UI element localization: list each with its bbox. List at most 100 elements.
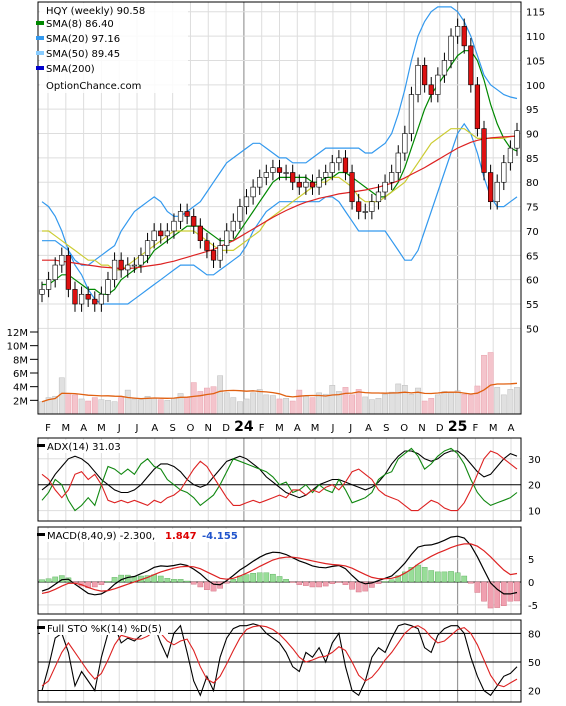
candle-body bbox=[72, 289, 78, 305]
volume-bar bbox=[507, 389, 514, 415]
macd-panel bbox=[39, 535, 520, 609]
macd-histogram-bar bbox=[270, 573, 276, 583]
macd-line bbox=[41, 535, 518, 596]
legend-background bbox=[40, 3, 188, 93]
volume-bar bbox=[85, 400, 92, 415]
x-tick-label: N bbox=[205, 423, 212, 434]
macd-histogram-bar bbox=[329, 581, 336, 584]
x-tick-label: N bbox=[418, 423, 425, 434]
volume-bar bbox=[514, 387, 520, 415]
volume-bar bbox=[388, 391, 395, 415]
x-tick-label: F bbox=[259, 423, 265, 434]
candle-body bbox=[474, 84, 481, 129]
macd-histogram-bar bbox=[250, 573, 256, 583]
x-tick-label: M bbox=[489, 423, 498, 434]
macd-histogram-bar bbox=[157, 575, 164, 583]
volume-bar bbox=[230, 397, 237, 415]
macd-histogram-bar bbox=[98, 581, 105, 585]
watermark: OptionChance.com bbox=[46, 81, 141, 92]
candle-body bbox=[389, 172, 395, 183]
candle-body bbox=[408, 94, 415, 134]
macd-histogram-bar bbox=[441, 571, 448, 583]
macd-signal-line bbox=[41, 543, 518, 594]
y-tick-label: 60 bbox=[526, 276, 539, 287]
macd-histogram-bar bbox=[336, 581, 342, 583]
macd-histogram-bar bbox=[514, 581, 520, 602]
volume-bar bbox=[98, 399, 105, 415]
panel-border bbox=[37, 1, 522, 415]
adx-tick-label: 30 bbox=[528, 455, 541, 466]
volume-bar bbox=[58, 377, 65, 415]
candle-body bbox=[59, 255, 65, 266]
macd-histogram-bar bbox=[230, 579, 237, 583]
candle-body bbox=[111, 259, 118, 280]
candle-body bbox=[422, 65, 428, 86]
y-tick-label: 90 bbox=[526, 130, 539, 141]
candle-body bbox=[131, 264, 137, 267]
y-tick-label: 65 bbox=[526, 251, 539, 262]
candle-body bbox=[98, 293, 104, 305]
macd-title-swatch bbox=[37, 533, 45, 536]
macd-histogram-bar bbox=[461, 575, 468, 583]
adx-tick-label: 20 bbox=[528, 481, 541, 492]
volume-bar bbox=[342, 387, 349, 415]
candle-body bbox=[105, 279, 111, 295]
candle-body bbox=[197, 225, 203, 241]
x-tick-label: A bbox=[365, 423, 372, 434]
volume-bar bbox=[171, 398, 177, 415]
candle-body bbox=[39, 289, 45, 295]
macd-histogram-bar bbox=[276, 576, 283, 583]
volume-tick-label: 6M bbox=[13, 369, 28, 380]
x-tick-label: J bbox=[348, 423, 352, 434]
candle-body bbox=[468, 45, 474, 86]
macd-histogram-bar bbox=[388, 579, 395, 583]
macd-histogram-bar bbox=[487, 581, 494, 609]
candle-body bbox=[230, 220, 236, 232]
candle-body bbox=[138, 255, 144, 266]
x-tick-label: S bbox=[169, 423, 175, 434]
x-tick-label: M bbox=[311, 423, 320, 434]
y-tick-label: 85 bbox=[526, 154, 539, 165]
x-tick-label: O bbox=[187, 423, 195, 434]
volume-bar bbox=[118, 397, 125, 415]
candle-body bbox=[303, 181, 309, 188]
macd-histogram-bar bbox=[342, 581, 349, 585]
macd-histogram-bar bbox=[474, 581, 481, 593]
macd-histogram-bar bbox=[434, 571, 441, 583]
volume-bar bbox=[296, 389, 303, 415]
candle-body bbox=[118, 259, 124, 271]
y-tick-label: 70 bbox=[526, 227, 539, 238]
y-tick-label: 50 bbox=[526, 324, 539, 335]
stochastic-title-swatch bbox=[37, 626, 45, 629]
volume-bar bbox=[362, 396, 369, 415]
legend-swatch bbox=[36, 51, 44, 55]
volume-bar bbox=[481, 354, 487, 415]
candle-body bbox=[78, 293, 85, 305]
volume-bar bbox=[283, 398, 289, 415]
macd-histogram-bar bbox=[408, 567, 415, 583]
candle-body bbox=[151, 230, 157, 241]
grid-layer bbox=[30, 2, 521, 702]
macd-histogram-bar bbox=[402, 571, 408, 583]
candle-body bbox=[461, 26, 467, 47]
legend-swatch bbox=[36, 36, 44, 40]
macd-histogram-bar bbox=[494, 581, 501, 608]
volume-bar bbox=[441, 391, 448, 415]
macd-histogram-bar bbox=[39, 579, 45, 583]
x-tick-label: M bbox=[97, 423, 106, 434]
macd-histogram-bar bbox=[448, 571, 454, 583]
stochastic-title: Full STO %K(14) %D(5) bbox=[47, 624, 162, 635]
stochastic-title-bg bbox=[40, 622, 168, 635]
macd-histogram-bar bbox=[243, 574, 250, 583]
candle-body bbox=[250, 186, 256, 198]
volume-bar bbox=[157, 399, 164, 415]
volume-bar bbox=[448, 392, 454, 415]
candle-body bbox=[164, 230, 170, 237]
macd-histogram-bar bbox=[454, 572, 461, 583]
macd-histogram-bar bbox=[375, 581, 382, 584]
y-tick-label: 100 bbox=[526, 81, 545, 92]
macd-histogram-bar bbox=[177, 579, 184, 583]
volume-bar bbox=[408, 393, 415, 415]
panel-border bbox=[37, 437, 522, 522]
candle-body bbox=[263, 172, 269, 178]
